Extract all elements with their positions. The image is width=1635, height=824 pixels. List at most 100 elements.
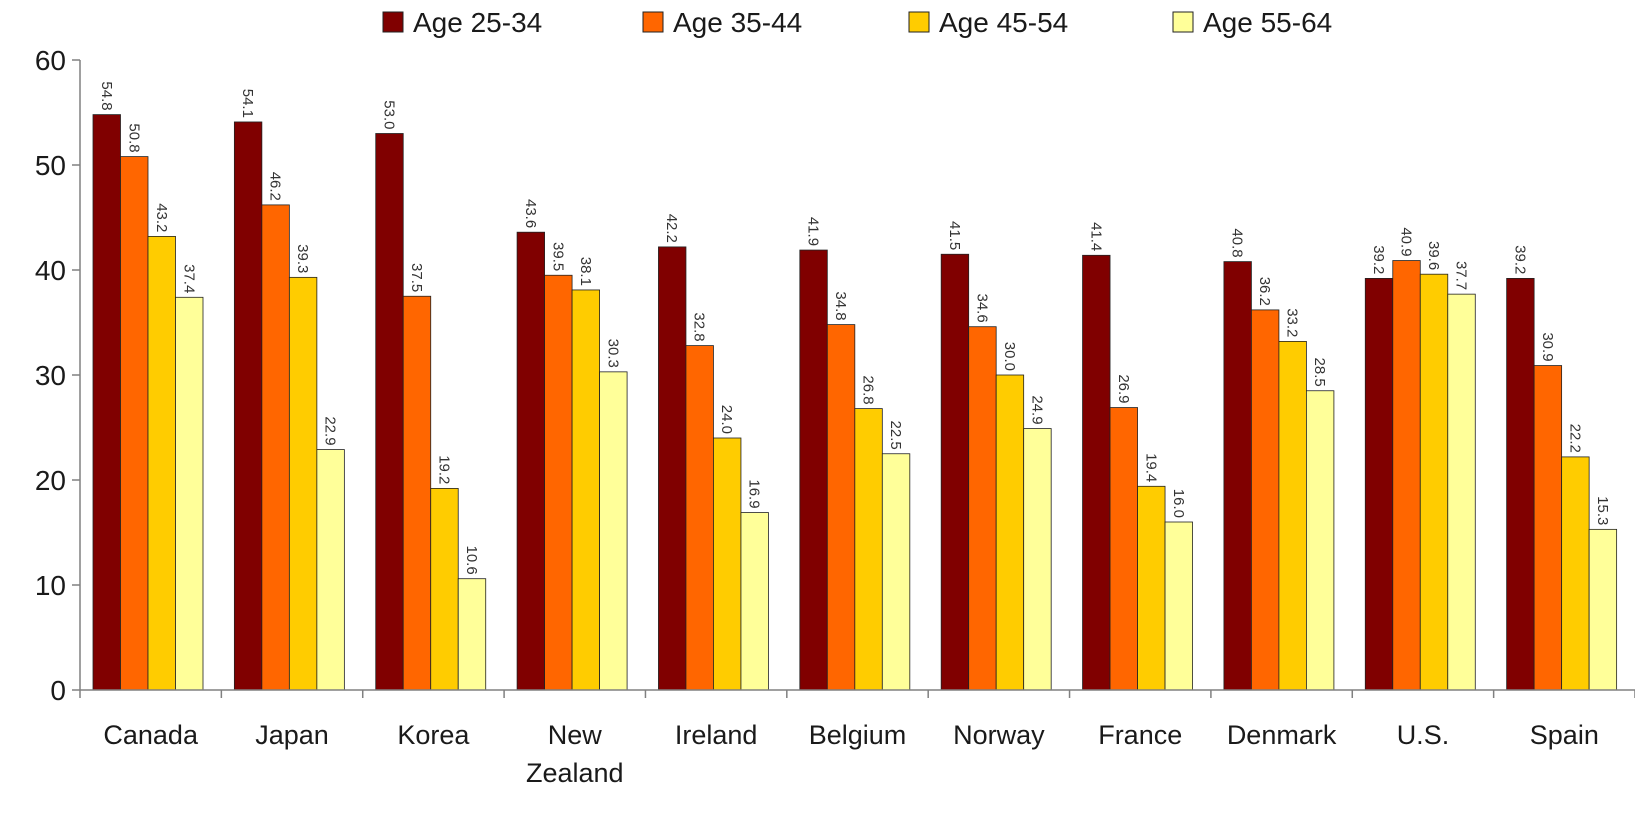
x-tick-label-new-zealand: New Zealand xyxy=(526,720,624,788)
bar-spain-age-25-34 xyxy=(1506,277,1535,691)
bar-denmark-age-55-64 xyxy=(1306,390,1335,691)
bar-spain-age-45-54 xyxy=(1561,456,1590,691)
value-label-canada-age-45-54: 43.2 xyxy=(153,203,170,232)
value-label-korea-age-55-64: 10.6 xyxy=(463,545,480,574)
bar-belgium-age-55-64 xyxy=(881,453,911,691)
legend-label-age-45-54: Age 45-54 xyxy=(939,7,1068,38)
value-label-france-age-45-54: 19.4 xyxy=(1142,453,1159,482)
bar-u-s-age-55-64 xyxy=(1447,293,1476,691)
legend-swatch-age-25-34 xyxy=(382,11,404,33)
bar-new-zealand-age-35-44 xyxy=(544,274,573,691)
value-label-denmark-age-35-44: 36.2 xyxy=(1256,277,1273,306)
x-tick-label-ireland: Ireland xyxy=(675,720,758,750)
value-label-france-age-25-34: 41.4 xyxy=(1087,222,1104,251)
bar-new-zealand-age-45-54 xyxy=(571,289,600,691)
y-tick-label-30: 30 xyxy=(35,360,66,391)
bar-norway-age-35-44 xyxy=(968,326,997,691)
x-tick-label-korea: Korea xyxy=(397,720,470,750)
bar-canada-age-35-44 xyxy=(120,156,149,691)
legend-swatch-age-35-44 xyxy=(642,11,664,33)
value-label-japan-age-25-34: 54.1 xyxy=(239,89,256,118)
bar-new-zealand-age-25-34 xyxy=(516,231,545,691)
bar-korea-age-55-64 xyxy=(457,578,487,691)
bar-u-s-age-45-54 xyxy=(1419,273,1449,691)
bar-ireland-age-25-34 xyxy=(658,246,687,691)
bar-ireland-age-45-54 xyxy=(713,437,742,691)
y-tick-label-40: 40 xyxy=(35,255,66,286)
bar-norway-age-45-54 xyxy=(995,374,1025,691)
x-tick-label-spain: Spain xyxy=(1530,720,1599,750)
bar-belgium-age-25-34 xyxy=(799,249,828,691)
value-label-u-s-age-45-54: 39.6 xyxy=(1425,241,1442,270)
value-label-norway-age-25-34: 41.5 xyxy=(946,221,963,250)
value-label-belgium-age-25-34: 41.9 xyxy=(805,217,822,246)
value-label-france-age-55-64: 16.0 xyxy=(1170,489,1187,518)
value-label-spain-age-35-44: 30.9 xyxy=(1539,332,1556,361)
value-label-korea-age-25-34: 53.0 xyxy=(380,100,397,129)
legend-label-age-35-44: Age 35-44 xyxy=(673,7,802,38)
x-tick-label-canada: Canada xyxy=(103,720,199,750)
x-tick-label-france: France xyxy=(1098,720,1182,750)
value-label-norway-age-45-54: 30.0 xyxy=(1001,342,1018,371)
value-label-canada-age-25-34: 54.8 xyxy=(98,81,115,110)
bar-spain-age-55-64 xyxy=(1588,528,1618,691)
value-label-japan-age-45-54: 39.3 xyxy=(294,244,311,273)
value-label-norway-age-55-64: 24.9 xyxy=(1028,395,1045,424)
value-label-denmark-age-55-64: 28.5 xyxy=(1311,358,1328,387)
value-label-korea-age-45-54: 19.2 xyxy=(435,455,452,484)
value-label-japan-age-35-44: 46.2 xyxy=(267,172,284,201)
legend-label-age-25-34: Age 25-34 xyxy=(413,7,542,38)
bar-ireland-age-55-64 xyxy=(740,512,769,691)
value-label-spain-age-55-64: 15.3 xyxy=(1594,496,1611,525)
value-label-u-s-age-35-44: 40.9 xyxy=(1398,227,1415,256)
value-label-belgium-age-55-64: 22.5 xyxy=(887,421,904,450)
bar-japan-age-25-34 xyxy=(233,121,263,691)
bar-norway-age-25-34 xyxy=(940,253,970,691)
bar-japan-age-45-54 xyxy=(288,276,318,691)
y-tick-label-10: 10 xyxy=(35,570,66,601)
x-tick-label-norway: Norway xyxy=(953,720,1045,750)
bar-spain-age-35-44 xyxy=(1533,365,1563,691)
value-label-ireland-age-55-64: 16.9 xyxy=(746,479,763,508)
bar-japan-age-55-64 xyxy=(316,449,345,691)
value-label-korea-age-35-44: 37.5 xyxy=(408,263,425,292)
bar-denmark-age-35-44 xyxy=(1251,309,1280,691)
value-label-new-zealand-age-55-64: 30.3 xyxy=(604,339,621,368)
value-label-japan-age-55-64: 22.9 xyxy=(322,416,339,445)
bar-u-s-age-35-44 xyxy=(1392,260,1421,691)
y-axis: 0 10 20 30 40 50 60 xyxy=(35,45,81,706)
bar-korea-age-45-54 xyxy=(430,487,459,691)
bar-belgium-age-35-44 xyxy=(826,324,856,691)
value-label-u-s-age-25-34: 39.2 xyxy=(1370,245,1387,274)
bar-france-age-25-34 xyxy=(1082,254,1111,691)
bar-japan-age-35-44 xyxy=(261,204,290,691)
value-label-spain-age-45-54: 22.2 xyxy=(1566,424,1583,453)
bar-canada-age-55-64 xyxy=(175,296,204,691)
bar-korea-age-35-44 xyxy=(402,295,432,691)
x-axis: Canada Japan Korea New Zealand Ireland Belgium… xyxy=(79,689,1635,788)
value-label-denmark-age-25-34: 40.8 xyxy=(1229,228,1246,257)
bar-denmark-age-25-34 xyxy=(1223,261,1252,691)
value-label-ireland-age-45-54: 24.0 xyxy=(718,405,735,434)
value-label-u-s-age-55-64: 37.7 xyxy=(1453,261,1470,290)
y-tick-label-50: 50 xyxy=(35,150,66,181)
bar-france-age-55-64 xyxy=(1164,521,1193,691)
bar-france-age-45-54 xyxy=(1137,485,1166,691)
bar-ireland-age-35-44 xyxy=(685,345,714,691)
legend-swatch-age-45-54 xyxy=(908,11,930,33)
value-label-canada-age-55-64: 37.4 xyxy=(180,264,197,293)
value-label-belgium-age-35-44: 34.8 xyxy=(832,291,849,320)
value-label-france-age-35-44: 26.9 xyxy=(1115,374,1132,403)
x-tick-label-japan: Japan xyxy=(255,720,329,750)
bar-france-age-35-44 xyxy=(1109,407,1138,691)
bar-canada-age-45-54 xyxy=(147,235,176,691)
legend-label-age-55-64: Age 55-64 xyxy=(1203,7,1332,38)
value-label-norway-age-35-44: 34.6 xyxy=(973,293,990,322)
value-label-new-zealand-age-25-34: 43.6 xyxy=(522,199,539,228)
legend: Age 25-34 Age 35-44 Age 45-54 Age 55-64 xyxy=(382,7,1332,38)
x-tick-label-u-s: U.S. xyxy=(1397,720,1450,750)
bar-denmark-age-45-54 xyxy=(1278,340,1307,691)
value-label-new-zealand-age-45-54: 38.1 xyxy=(577,257,594,286)
value-label-canada-age-35-44: 50.8 xyxy=(125,123,142,152)
